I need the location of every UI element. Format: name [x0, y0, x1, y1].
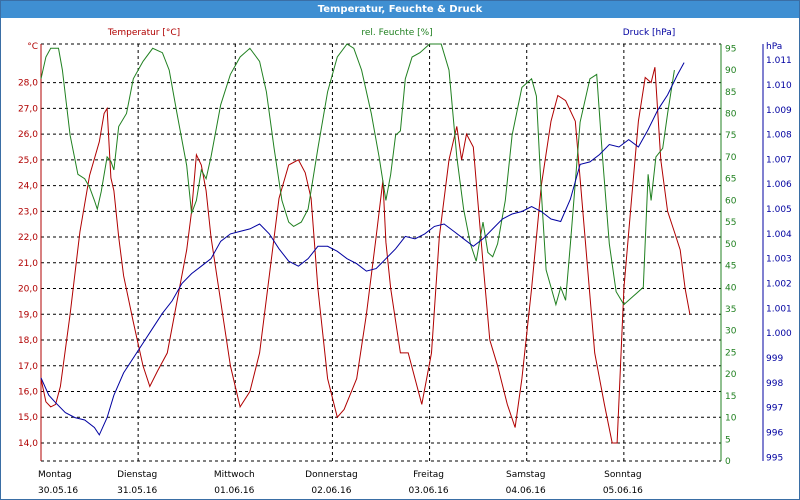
humidity-tick-label: 75: [725, 131, 736, 141]
pressure-tick-label: 1.009: [766, 106, 792, 116]
pressure-tick-label: 996: [766, 428, 783, 438]
humidity-tick-label: 70: [725, 153, 737, 163]
pressure-tick-label: 1.003: [766, 255, 792, 265]
x-tick-weekday: Montag: [38, 470, 72, 480]
pressure-tick-label: 1.005: [766, 205, 792, 215]
pressure-tick-label: 998: [766, 379, 783, 389]
temp-tick-label: 28,0: [18, 79, 38, 89]
temp-tick-label: 14,0: [18, 439, 38, 449]
x-tick-date: 05.06.16: [603, 486, 643, 496]
humidity-tick-label: 40: [725, 283, 737, 293]
temp-axis-unit: °C: [27, 42, 38, 52]
pressure-tick-label: 1.004: [766, 230, 792, 240]
humidity-tick-label: 50: [725, 240, 737, 250]
temp-tick-label: 26,0: [18, 130, 38, 140]
pressure-tick-label: 995: [766, 453, 783, 463]
humidity-tick-label: 5: [725, 435, 731, 445]
temp-tick-label: 27,0: [18, 104, 38, 114]
humidity-tick-label: 85: [725, 88, 736, 98]
humidity-tick-label: 35: [725, 305, 736, 315]
humidity-tick-label: 60: [725, 196, 737, 206]
x-tick-date: 03.06.16: [409, 486, 449, 496]
legend-pressure: Druck [hPa]: [623, 28, 676, 38]
humidity-tick-label: 15: [725, 392, 736, 402]
window-title: Temperatur, Feuchte & Druck: [1, 1, 799, 18]
temp-tick-label: 22,0: [18, 233, 38, 243]
pressure-tick-label: 1.001: [766, 304, 792, 314]
x-tick-date: 02.06.16: [311, 486, 351, 496]
humidity-tick-label: 65: [725, 175, 736, 185]
x-tick-weekday: Donnerstag: [305, 470, 358, 480]
temp-tick-label: 17,0: [18, 362, 38, 372]
humidity-tick-label: 0: [725, 457, 731, 467]
x-tick-date: 30.05.16: [38, 486, 78, 496]
temp-tick-label: 18,0: [18, 336, 38, 346]
x-tick-weekday: Mittwoch: [214, 470, 255, 480]
humidity-tick-label: 25: [725, 348, 736, 358]
humidity-line: [40, 43, 675, 307]
temperature-line: [40, 67, 691, 444]
humidity-tick-label: 10: [725, 414, 737, 424]
legend-humidity: rel. Feuchte [%]: [361, 28, 432, 38]
x-tick-weekday: Sonntag: [604, 470, 641, 480]
pressure-tick-label: 1.010: [766, 81, 792, 91]
pressure-tick-label: 999: [766, 354, 783, 364]
humidity-tick-label: 45: [725, 262, 736, 272]
humidity-tick-label: 80: [725, 110, 737, 120]
pressure-tick-label: 1.006: [766, 180, 792, 190]
temp-tick-label: 24,0: [18, 182, 38, 192]
pressure-tick-label: 1.000: [766, 329, 792, 339]
x-tick-date: 31.05.16: [117, 486, 157, 496]
pressure-tick-label: 1.008: [766, 131, 792, 141]
x-tick-date: 04.06.16: [506, 486, 546, 496]
temp-tick-label: 20,0: [18, 285, 38, 295]
x-tick-date: 01.06.16: [214, 486, 254, 496]
humidity-tick-label: 90: [725, 66, 737, 76]
pressure-line: [40, 62, 685, 436]
humidity-tick-label: 30: [725, 327, 737, 337]
x-tick-weekday: Freitag: [413, 470, 444, 480]
temp-tick-label: 23,0: [18, 207, 38, 217]
x-tick-weekday: Dienstag: [117, 470, 157, 480]
pressure-tick-label: 1.011: [766, 56, 792, 66]
pressure-tick-label: 1.007: [766, 155, 792, 165]
legend-temperature: Temperatur [°C]: [107, 28, 180, 38]
x-tick-weekday: Samstag: [506, 470, 545, 480]
temp-tick-label: 21,0: [18, 259, 38, 269]
temp-tick-label: 25,0: [18, 156, 38, 166]
humidity-tick-label: 20: [725, 370, 737, 380]
pressure-tick-label: 1.002: [766, 280, 792, 290]
temp-tick-label: 19,0: [18, 310, 38, 320]
humidity-tick-label: 95: [725, 44, 736, 54]
pressure-axis-unit: hPa: [766, 42, 782, 52]
humidity-tick-label: 55: [725, 218, 736, 228]
temp-tick-label: 15,0: [18, 413, 38, 423]
pressure-tick-label: 997: [766, 404, 783, 414]
temp-tick-label: 16,0: [18, 388, 38, 398]
